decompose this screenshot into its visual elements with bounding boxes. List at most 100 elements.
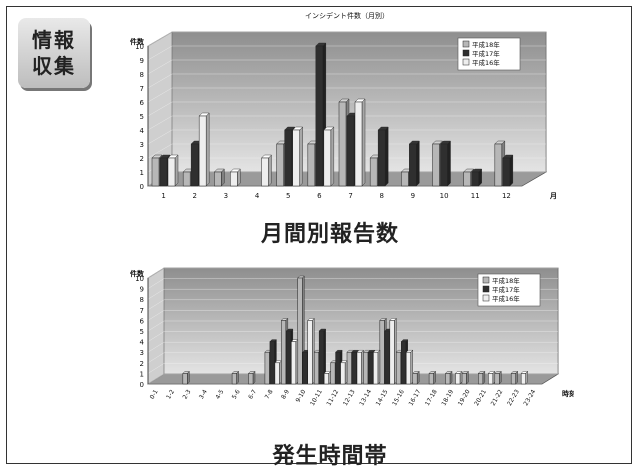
bar (307, 317, 315, 385)
legend-swatch (482, 285, 490, 293)
gridline (147, 299, 558, 311)
gridline (147, 143, 546, 159)
legend-swatch (482, 276, 490, 284)
legend-swatch (482, 294, 490, 302)
gridline (147, 31, 546, 47)
y-tick-label: 4 (140, 339, 145, 347)
gridline (147, 331, 558, 342)
legend-label: 平成16年 (492, 294, 520, 303)
x-tick-label: 19-20 (457, 388, 472, 407)
bar (340, 360, 348, 385)
gridline (147, 352, 558, 364)
y-tick-label: 9 (140, 57, 144, 65)
y-tick-label: 6 (140, 317, 145, 325)
x-tick-label: 9 (411, 192, 415, 200)
bar (290, 339, 299, 385)
x-tick-label: 12 (502, 192, 511, 200)
gridline (147, 373, 558, 385)
legend-swatch (462, 58, 470, 66)
y-axis-label: 件数 (130, 269, 145, 278)
hourly-incident-chart: 0 1 2 3 4 5 6 7 8 9 10 0-1 1-2 2-3 3-4 4-5 5-6 6-7 7-8 8-9 9… (130, 267, 574, 407)
gridline (147, 73, 546, 89)
y-tick-label: 6 (140, 99, 145, 107)
y-tick-label: 1 (140, 370, 144, 378)
x-tick-label: 4-5 (214, 388, 225, 400)
x-tick-label: 10-11 (309, 388, 324, 407)
bar (198, 112, 210, 187)
legend-swatch (462, 49, 470, 57)
x-axis-label: 月 (549, 192, 557, 200)
y-tick-label: 5 (140, 113, 144, 121)
bar (428, 370, 437, 385)
bar (323, 370, 332, 385)
bar (377, 126, 389, 187)
x-tick-label: 16-17 (408, 388, 423, 407)
y-tick-label: 2 (140, 360, 144, 368)
gridline (147, 320, 558, 332)
chart-title: インシデント件数（月別） (305, 11, 389, 20)
x-tick-label: 8-9 (280, 388, 291, 400)
x-tick-label: 2-3 (182, 388, 193, 400)
legend-label: 平成17年 (492, 285, 520, 294)
x-tick-label: 11 (471, 192, 480, 200)
bar (461, 370, 469, 385)
x-tick-label: 21-22 (490, 388, 505, 407)
x-tick-label: 4 (255, 192, 260, 200)
gridline (147, 115, 546, 131)
y-tick-label: 7 (140, 85, 144, 93)
legend-label: 平成16年 (472, 58, 500, 67)
bar (440, 140, 451, 187)
y-tick-label: 3 (140, 141, 144, 149)
bar (494, 370, 502, 385)
gridline (147, 101, 546, 117)
gridline (147, 341, 558, 353)
x-tick-label: 8 (380, 192, 384, 200)
hourly-chart-caption: 発生時間帯 (272, 444, 388, 469)
y-tick-label: 5 (140, 328, 144, 336)
badge-line-2: 収集 (32, 54, 76, 78)
bar (261, 154, 272, 187)
x-tick-label: 1 (161, 192, 165, 200)
x-tick-label: 12-13 (342, 388, 357, 407)
x-tick-label: 6 (317, 192, 322, 200)
gridline (147, 363, 558, 374)
y-tick-label: 8 (140, 71, 144, 79)
legend-label: 平成18年 (492, 276, 520, 285)
x-tick-label: 22-23 (506, 388, 521, 407)
x-tick-label: 7-8 (264, 388, 275, 400)
legend-label: 平成17年 (472, 49, 500, 58)
x-tick-label: 6-7 (247, 388, 258, 400)
info-collection-badge: 情報 収集 (18, 18, 90, 88)
gridline (147, 87, 546, 103)
badge-line-1: 情報 (32, 28, 76, 52)
gridline (147, 310, 558, 321)
y-tick-label: 7 (140, 307, 144, 315)
bar (408, 140, 420, 187)
bar (356, 349, 364, 385)
x-tick-label: 9-10 (295, 388, 308, 403)
bar (487, 370, 496, 385)
bar (389, 317, 397, 385)
x-tick-label: 20-21 (473, 388, 488, 407)
legend-label: 平成18年 (472, 40, 500, 49)
bar (471, 168, 483, 187)
y-tick-label: 1 (140, 169, 144, 177)
gridline (147, 59, 546, 75)
gridline (147, 278, 558, 289)
y-tick-label: 10 (135, 275, 144, 283)
bar (405, 349, 414, 385)
x-axis-label: 時刻 (562, 389, 574, 398)
x-tick-label: 5 (286, 192, 290, 200)
y-tick-label: 8 (140, 296, 144, 304)
bar (248, 370, 256, 385)
gridline (147, 129, 546, 145)
bar (229, 168, 241, 187)
bar (412, 370, 420, 385)
bar (292, 126, 304, 187)
bar (455, 370, 463, 385)
x-tick-label: 23-24 (522, 388, 537, 407)
x-tick-label: 10 (440, 192, 449, 200)
bar (477, 370, 486, 385)
